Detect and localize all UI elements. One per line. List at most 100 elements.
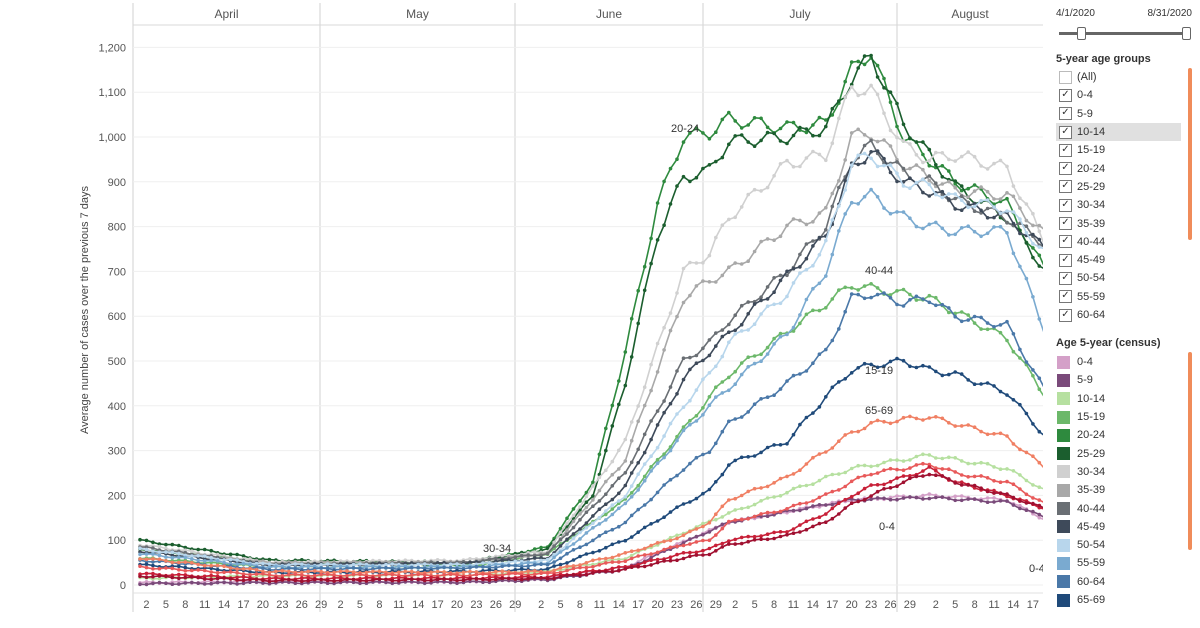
data-point bbox=[617, 402, 621, 407]
filter-item[interactable]: ✓ 15-19 bbox=[1056, 141, 1181, 159]
data-point bbox=[267, 565, 272, 570]
data-point bbox=[1031, 223, 1035, 228]
filter-item[interactable]: (All) bbox=[1056, 68, 1181, 86]
data-point bbox=[306, 564, 311, 568]
filter-item[interactable]: ✓ 45-49 bbox=[1056, 251, 1181, 269]
date-range-slider[interactable] bbox=[1059, 32, 1189, 35]
data-point bbox=[701, 452, 705, 457]
data-point bbox=[468, 569, 472, 574]
data-point bbox=[591, 498, 595, 502]
range-end-handle[interactable] bbox=[1182, 27, 1191, 40]
checkbox-icon[interactable]: ✓ bbox=[1059, 290, 1072, 304]
checkbox-icon[interactable]: ✓ bbox=[1059, 198, 1072, 212]
data-point bbox=[293, 562, 298, 566]
filter-item-label: 30-34 bbox=[1077, 199, 1106, 212]
filter-item[interactable]: ✓ 40-44 bbox=[1056, 233, 1181, 251]
data-point bbox=[468, 560, 472, 565]
data-point bbox=[869, 53, 873, 58]
data-point bbox=[144, 571, 149, 576]
data-point bbox=[908, 216, 912, 220]
legend-item[interactable]: 15-19 bbox=[1056, 408, 1181, 426]
data-point bbox=[1037, 223, 1042, 228]
checkbox-icon[interactable]: ✓ bbox=[1059, 125, 1072, 139]
legend-item[interactable]: 10-14 bbox=[1056, 390, 1181, 408]
legend-item[interactable]: 65-69 bbox=[1056, 591, 1181, 609]
filter-item[interactable]: ✓ 10-14 bbox=[1056, 122, 1181, 142]
data-point bbox=[953, 192, 957, 196]
checkbox-icon[interactable]: ✓ bbox=[1059, 162, 1072, 176]
checkbox-icon[interactable]: ✓ bbox=[1059, 235, 1072, 249]
data-point bbox=[765, 352, 770, 356]
legend-item-label: 55-59 bbox=[1077, 557, 1106, 570]
data-point bbox=[714, 526, 718, 530]
checkbox-icon[interactable]: ✓ bbox=[1059, 143, 1072, 157]
data-point bbox=[985, 496, 990, 500]
data-point bbox=[843, 158, 847, 162]
legend-item[interactable]: 0-4 bbox=[1056, 353, 1181, 371]
filter-scrollbar[interactable] bbox=[1188, 68, 1192, 240]
legend-item[interactable]: 20-24 bbox=[1056, 426, 1181, 444]
data-point bbox=[843, 497, 847, 502]
filter-item[interactable]: ✓ 0-4 bbox=[1056, 86, 1181, 104]
data-point bbox=[856, 491, 860, 496]
data-point bbox=[694, 353, 699, 358]
checkbox-icon[interactable]: ✓ bbox=[1059, 253, 1072, 267]
filter-item[interactable]: ✓ 5-9 bbox=[1056, 105, 1181, 123]
data-point bbox=[481, 565, 485, 569]
filter-item[interactable]: ✓ 20-24 bbox=[1056, 159, 1181, 177]
filter-item[interactable]: ✓ 50-54 bbox=[1056, 269, 1181, 287]
legend-item[interactable]: 55-59 bbox=[1056, 554, 1181, 572]
checkbox-icon[interactable]: ✓ bbox=[1059, 217, 1072, 231]
legend-item[interactable]: 30-34 bbox=[1056, 463, 1181, 481]
checkbox-icon[interactable]: ✓ bbox=[1059, 308, 1072, 322]
filter-item[interactable]: ✓ 30-34 bbox=[1056, 196, 1181, 214]
legend-item[interactable]: 5-9 bbox=[1056, 371, 1181, 389]
data-point bbox=[746, 539, 750, 544]
data-point bbox=[707, 353, 712, 358]
data-point bbox=[921, 461, 925, 466]
legend-item[interactable]: 35-39 bbox=[1056, 481, 1181, 499]
data-point bbox=[811, 123, 815, 127]
filter-item[interactable]: ✓ 55-59 bbox=[1056, 288, 1181, 306]
data-point bbox=[940, 416, 945, 421]
checkbox-icon[interactable] bbox=[1059, 70, 1072, 84]
checkbox-icon[interactable]: ✓ bbox=[1059, 107, 1072, 121]
data-point bbox=[959, 459, 964, 463]
data-point bbox=[714, 512, 718, 516]
data-point bbox=[739, 303, 744, 308]
data-point bbox=[642, 479, 647, 483]
data-point bbox=[959, 208, 964, 212]
legend-item[interactable]: 60-64 bbox=[1056, 573, 1181, 591]
data-point bbox=[727, 142, 731, 147]
data-point bbox=[558, 575, 563, 579]
legend-scrollbar[interactable] bbox=[1188, 352, 1192, 550]
data-point bbox=[481, 580, 485, 584]
filter-item[interactable]: ✓ 25-29 bbox=[1056, 178, 1181, 196]
data-point bbox=[409, 573, 414, 577]
legend-item[interactable]: 40-44 bbox=[1056, 499, 1181, 517]
data-point bbox=[998, 467, 1003, 472]
data-point bbox=[571, 507, 576, 511]
legend-item[interactable]: 50-54 bbox=[1056, 536, 1181, 554]
legend-item[interactable]: 45-49 bbox=[1056, 518, 1181, 536]
checkbox-icon[interactable]: ✓ bbox=[1059, 271, 1072, 285]
data-point bbox=[849, 479, 854, 484]
data-point bbox=[746, 312, 750, 316]
range-start-handle[interactable] bbox=[1077, 27, 1086, 40]
legend-item-label: 0-4 bbox=[1077, 356, 1093, 369]
data-point bbox=[972, 497, 977, 501]
data-point bbox=[688, 422, 692, 427]
data-point bbox=[617, 379, 621, 383]
data-point bbox=[927, 158, 932, 163]
data-point bbox=[752, 454, 757, 458]
filter-item[interactable]: ✓ 60-64 bbox=[1056, 306, 1181, 324]
legend-item[interactable]: 25-29 bbox=[1056, 444, 1181, 462]
filter-item[interactable]: ✓ 35-39 bbox=[1056, 214, 1181, 232]
data-point bbox=[888, 100, 893, 104]
data-point bbox=[655, 541, 660, 545]
checkbox-icon[interactable]: ✓ bbox=[1059, 180, 1072, 194]
data-point bbox=[752, 322, 757, 327]
checkbox-icon[interactable]: ✓ bbox=[1059, 88, 1072, 102]
data-point bbox=[701, 553, 705, 557]
data-point bbox=[345, 577, 349, 582]
